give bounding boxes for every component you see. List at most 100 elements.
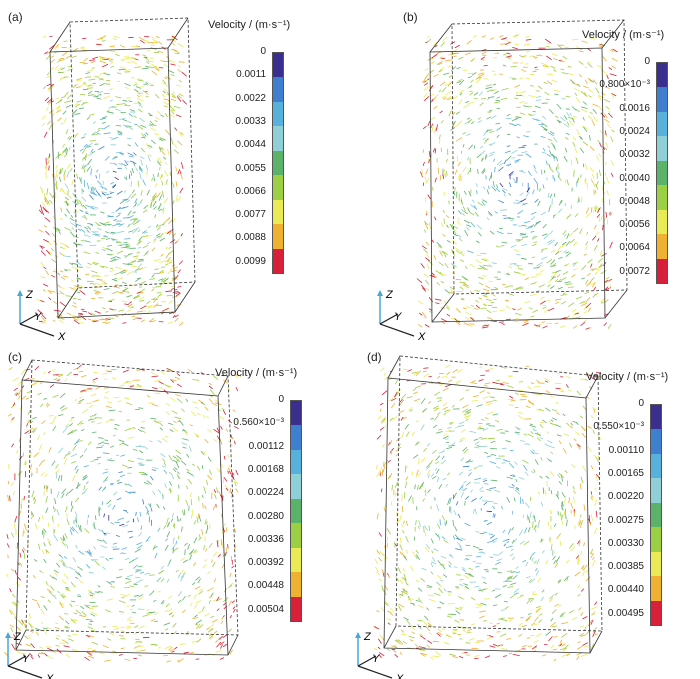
colorbar-segment xyxy=(273,101,283,127)
vector-glyphs xyxy=(36,35,187,326)
colorbar-segment xyxy=(657,63,667,88)
colorbar-segment xyxy=(657,258,667,283)
colorbar-segment xyxy=(651,405,661,430)
colorbar-tick-label: 0.00504 xyxy=(247,603,284,615)
vector-glyphs xyxy=(416,34,618,330)
colorbar-segment xyxy=(657,234,667,259)
colorbar-title: Velocity / (m·s⁻¹) xyxy=(208,19,291,31)
colorbar-segment xyxy=(651,576,661,601)
colorbar-segment xyxy=(291,474,301,499)
colorbar-tick-label: 0.00392 xyxy=(247,557,284,569)
colorbar xyxy=(650,404,662,626)
panel-label: (a) xyxy=(8,10,23,24)
colorbar-tick-label: 0.560×10⁻³ xyxy=(233,417,284,429)
colorbar-segment xyxy=(657,185,667,210)
colorbar-segment xyxy=(651,453,661,479)
vector-glyphs xyxy=(4,364,242,663)
colorbar-tick-label: 0.00168 xyxy=(247,463,284,475)
colorbar-tick-label: 0.00110 xyxy=(608,444,644,456)
colorbar-tick-label: 0.0033 xyxy=(235,115,266,127)
axis-label-x: X xyxy=(417,331,426,343)
colorbar-tick-label: 0.00385 xyxy=(607,561,644,573)
colorbar-segment xyxy=(273,248,283,273)
colorbar-tick-label: 0.00495 xyxy=(607,607,644,619)
colorbar-tick-label: 0 xyxy=(638,398,644,409)
colorbar-tick-label: 0.800×10⁻³ xyxy=(599,79,650,91)
domain-outline xyxy=(49,17,196,319)
colorbar-tick-label: 0.0088 xyxy=(235,232,266,244)
colorbar-tick-label: 0.0064 xyxy=(619,242,650,254)
colorbar-tick-label: 0.0099 xyxy=(235,255,266,267)
panel-label: (b) xyxy=(403,10,418,24)
axis-label-x: X xyxy=(45,673,54,679)
colorbar-tick-label: 0.0044 xyxy=(235,139,266,151)
colorbar-tick-label: 0 xyxy=(278,394,284,405)
panel-label: (d) xyxy=(367,350,382,364)
colorbar-tick-label: 0.0016 xyxy=(619,102,650,114)
axis-label-x: X xyxy=(395,673,404,679)
axis-label-y: Y xyxy=(22,653,30,665)
colorbar-segment xyxy=(291,425,301,450)
colorbar-segment xyxy=(291,449,301,475)
colorbar-segment xyxy=(291,498,301,524)
colorbar-segment xyxy=(291,547,301,573)
colorbar-tick-label: 0.00275 xyxy=(607,514,644,526)
colorbar-segment xyxy=(273,77,283,102)
axis-label-y: Y xyxy=(372,653,380,665)
colorbar-tick-label: 0 xyxy=(260,46,266,57)
axis-label-z: Z xyxy=(25,289,34,301)
colorbar-title: Velocity / (m·s⁻¹) xyxy=(582,29,665,41)
colorbar-tick-label: 0.0066 xyxy=(235,185,266,197)
colorbar-tick-label: 0.0077 xyxy=(235,209,266,221)
axis-label-y: Y xyxy=(394,311,402,323)
axis-triad: ZY X xyxy=(377,289,426,343)
colorbar-tick-label: 0.00440 xyxy=(607,584,644,596)
colorbar-segment xyxy=(273,150,283,176)
colorbar-tick-label: 0 xyxy=(644,56,650,67)
colorbar-tick-label: 0.00280 xyxy=(247,510,284,522)
colorbar-title: Velocity / (m·s⁻¹) xyxy=(586,371,669,383)
colorbar-segment xyxy=(273,53,283,78)
colorbar-segment xyxy=(657,160,667,186)
colorbar-segment xyxy=(273,224,283,249)
domain-outline xyxy=(15,359,239,656)
axis-triad: ZY X xyxy=(5,631,54,679)
colorbar-tick-label: 0.0072 xyxy=(619,265,650,277)
colorbar-tick-label: 0.00330 xyxy=(607,537,644,549)
velocity-field-d: ZY X xyxy=(355,355,603,679)
colorbar-segment xyxy=(657,136,667,161)
velocity-field-c: ZY X xyxy=(4,359,242,679)
colorbar-tick-label: 0.0055 xyxy=(235,162,266,174)
vector-glyphs xyxy=(373,364,602,662)
axis-label-x: X xyxy=(57,331,66,343)
colorbar-segment xyxy=(273,175,283,200)
colorbar-tick-label: 0.00224 xyxy=(247,487,284,499)
axis-label-z: Z xyxy=(13,631,22,643)
colorbar-tick-label: 0.00220 xyxy=(607,491,644,503)
velocity-field-a: ZY X xyxy=(17,17,196,343)
colorbar xyxy=(272,52,284,274)
axis-label-z: Z xyxy=(385,289,394,301)
colorbar-tick-label: 0.00112 xyxy=(248,440,284,452)
colorbar-segment xyxy=(273,126,283,151)
colorbar-tick-label: 0.00448 xyxy=(247,580,284,592)
colorbar-tick-label: 0.550×10⁻³ xyxy=(593,421,644,433)
velocity-field-b: ZY X xyxy=(377,19,628,343)
colorbar-segment xyxy=(651,600,661,625)
colorbar-tick-label: 0.0032 xyxy=(619,149,650,161)
axis-triad: ZY X xyxy=(355,631,404,679)
colorbar-segment xyxy=(291,523,301,548)
colorbar-segment xyxy=(651,527,661,552)
domain-outline xyxy=(429,19,628,323)
colorbar-tick-label: 0.0048 xyxy=(619,195,650,207)
colorbar-segment xyxy=(657,87,667,112)
colorbar-segment xyxy=(273,199,283,225)
colorbar-segment xyxy=(657,209,667,235)
colorbar-segment xyxy=(657,111,667,137)
axis-label-z: Z xyxy=(363,631,372,643)
colorbar-tick-label: 0.00336 xyxy=(247,533,284,545)
colorbar-segment xyxy=(291,572,301,597)
